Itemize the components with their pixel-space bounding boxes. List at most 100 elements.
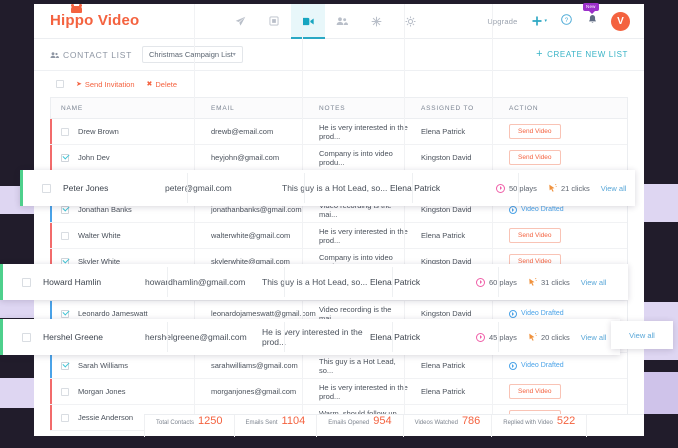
select-all-checkbox[interactable] (56, 80, 64, 88)
row-checkbox[interactable] (22, 332, 31, 342)
video-drafted-status[interactable]: Video Drafted (509, 309, 627, 318)
footer-stat-value: 1104 (281, 414, 306, 427)
send-video-button[interactable]: Send Video (509, 384, 561, 399)
view-all-link[interactable]: View all (600, 183, 627, 193)
send-video-button[interactable]: Send Video (509, 124, 561, 139)
footer-stat-label: Total Contacts (156, 419, 195, 426)
row-checkbox[interactable] (61, 309, 69, 318)
cell-email: jonathanbanks@gmail.com (211, 205, 302, 214)
column-separator (304, 173, 305, 203)
row-checkbox[interactable] (61, 413, 69, 422)
cell-name: Jessie Anderson (51, 413, 201, 422)
send-video-button[interactable]: Send Video (509, 150, 561, 165)
cell-notes: He is very interested in the prod... (319, 226, 408, 245)
delete-label: Delete (155, 79, 178, 89)
video-drafted-status[interactable]: Video Drafted (509, 205, 627, 214)
send-video-button[interactable]: Send Video (509, 228, 561, 243)
cell-name: Drew Brown (51, 127, 201, 136)
row-checkbox[interactable] (22, 277, 31, 287)
delete-button[interactable]: ✖ Delete (147, 80, 178, 89)
play-icon (509, 309, 517, 318)
table-row[interactable]: Walter White walterwhite@gmail.com He is v… (50, 223, 627, 249)
send-invitation-button[interactable]: ➤ Send Invitation (76, 80, 135, 89)
cell-notes: Video recording is the mai... (319, 304, 392, 323)
cell-email: leonardojameswatt@gmail.com (211, 309, 316, 318)
play-icon (509, 205, 517, 214)
upgrade-link[interactable]: Upgrade (487, 16, 518, 26)
row-checkbox[interactable] (61, 231, 69, 240)
plus-add-icon[interactable]: ▾ (531, 15, 547, 27)
table-row[interactable]: Drew Brown drewb@email.com He is very inte… (50, 119, 627, 145)
footer-stat-value: 1250 (198, 414, 223, 427)
cell-name: Hershel Greene (0, 332, 145, 342)
cell-assigned: Elena Patrick (421, 387, 466, 396)
click-cursor-icon (528, 332, 537, 342)
notifications-bell[interactable]: New (583, 3, 599, 30)
table-row[interactable]: John Dev heyjohn@gmail.com Company is into… (50, 145, 627, 171)
cell-assigned: Elena Patrick (370, 277, 421, 287)
gear-icon[interactable] (393, 4, 427, 39)
send-icon[interactable] (223, 4, 257, 39)
column-header-name: NAME (61, 104, 83, 112)
clicks-stat[interactable]: 31 clicks (528, 278, 570, 287)
plays-stat[interactable]: 45 plays (476, 332, 517, 342)
video-drafted-status[interactable]: Video Drafted (509, 361, 627, 370)
row-status-bar (50, 119, 52, 144)
column-separator (194, 4, 195, 436)
card-status-bar (0, 264, 3, 300)
contact-list-bar: CONTACT LIST Christmas Campaign List ▾ +… (34, 39, 644, 71)
footer-stat-label: Emails Sent (245, 419, 278, 426)
contact-list-label-wrap: CONTACT LIST (50, 50, 132, 60)
row-checkbox[interactable] (61, 387, 69, 396)
cell-email: walterwhite@gmail.com (211, 231, 291, 240)
avatar[interactable]: V (611, 11, 630, 31)
campaign-list-select[interactable]: Christmas Campaign List ▾ (142, 46, 243, 63)
row-checkbox[interactable] (61, 153, 69, 162)
footer-stat: Total Contacts 1250 (144, 414, 235, 437)
cell-email: heyjohn@gmail.com (211, 153, 280, 162)
footer-stat-value: 522 (556, 414, 576, 427)
view-all-link[interactable]: View all (580, 332, 607, 342)
help-circle-icon[interactable]: ? (561, 12, 572, 30)
floating-view-all-card[interactable]: View all (611, 321, 673, 349)
highlighted-contact-card[interactable]: Howard Hamlin howardhamlin@gmail.com This … (0, 264, 628, 300)
cell-action: Send Video (499, 150, 627, 165)
row-checkbox[interactable] (42, 183, 51, 193)
cell-name: Sarah Williams (51, 361, 201, 370)
highlighted-contact-card[interactable]: Hershel Greene hershelgreene@gmail.com He … (0, 319, 620, 355)
contacts-icon[interactable] (325, 4, 359, 39)
row-checkbox[interactable] (61, 205, 69, 214)
table-row[interactable]: Sarah Williams sarahwilliams@gmail.com Thi… (50, 353, 627, 379)
plays-stat[interactable]: 50 plays (496, 183, 537, 193)
cell-email: morganjones@gmail.com (211, 387, 297, 396)
play-icon (509, 361, 517, 370)
row-checkbox[interactable] (61, 127, 69, 136)
video-camera-icon[interactable] (291, 3, 326, 39)
integrations-icon[interactable] (359, 4, 393, 39)
contact-name: Skyler White (78, 257, 121, 266)
clicks-stat[interactable]: 21 clicks (548, 184, 590, 193)
contact-name: John Dev (78, 153, 110, 162)
table-row[interactable]: Morgan Jones morganjones@gmail.com He is v… (50, 379, 627, 405)
cell-email: skylerwhite@gmail.com (211, 257, 290, 266)
campaign-list-selected-value: Christmas Campaign List (149, 50, 233, 59)
footer-stats-group: Total Contacts 1250 Emails Sent 1104 Emails … (144, 414, 588, 437)
hippo-icon (71, 4, 82, 13)
brand-logo[interactable]: Hippo Video (50, 4, 139, 30)
create-new-list-button[interactable]: + CREATE NEW LIST (536, 49, 628, 60)
row-status-bar (50, 301, 52, 326)
plays-stat[interactable]: 60 plays (476, 277, 517, 287)
column-separator (492, 4, 493, 436)
dashboard-icon[interactable] (257, 4, 291, 39)
clicks-stat[interactable]: 20 clicks (528, 333, 570, 342)
svg-text:?: ? (565, 17, 569, 24)
footer-stat: Videos Watched 786 (404, 414, 493, 437)
highlighted-contact-card[interactable]: Peter Jones peter@gmail.com This guy is a … (20, 170, 635, 206)
cell-assigned: Elena Patrick (421, 231, 466, 240)
cell-notes: This guy is a Hot Lead, so... (319, 356, 396, 375)
app-window: Hippo Video Upgrade (34, 3, 644, 437)
view-all-link[interactable]: View all (580, 277, 607, 287)
row-checkbox[interactable] (61, 361, 69, 370)
column-separator (392, 322, 393, 352)
cell-assigned: Kingston David (421, 309, 472, 318)
